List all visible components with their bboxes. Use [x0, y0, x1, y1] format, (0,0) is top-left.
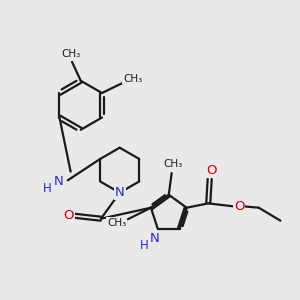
Text: O: O — [63, 209, 74, 222]
Text: CH₃: CH₃ — [107, 218, 127, 228]
Text: CH₃: CH₃ — [61, 49, 80, 59]
Text: H: H — [43, 182, 52, 196]
Text: CH₃: CH₃ — [164, 159, 183, 170]
Text: N: N — [54, 175, 64, 188]
Text: H: H — [140, 239, 149, 252]
Text: O: O — [206, 164, 216, 177]
Text: N: N — [149, 232, 159, 245]
Text: N: N — [115, 186, 124, 199]
Text: O: O — [234, 200, 244, 213]
Text: CH₃: CH₃ — [123, 74, 142, 84]
